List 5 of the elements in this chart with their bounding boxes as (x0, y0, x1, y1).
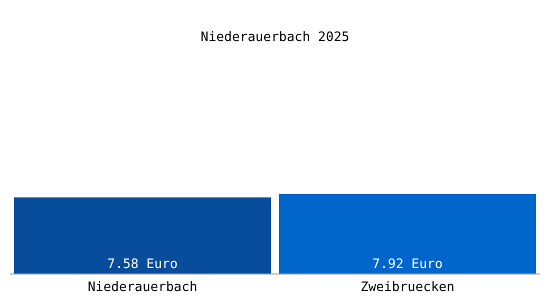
data-label: 7.92 Euro (372, 257, 443, 272)
x-tick-label: Zweibruecken (360, 280, 454, 296)
x-tick-label: Niederauerbach (88, 280, 198, 296)
chart-title: Niederauerbach 2025 (200, 30, 350, 45)
data-label: 7.58 Euro (107, 257, 178, 272)
